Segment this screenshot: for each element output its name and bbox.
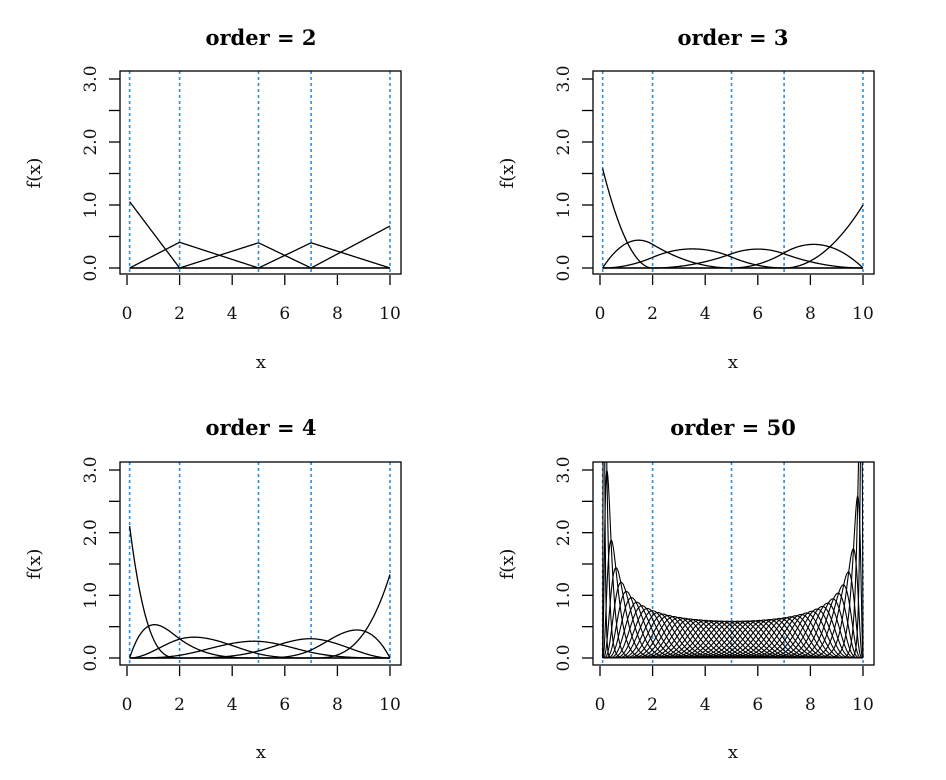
x-axis: 0 2 4 6 8 10: [122, 275, 401, 324]
x-axis-label: x: [256, 352, 266, 373]
knot-lines: [128, 71, 391, 274]
y-tick-label: 2.0: [81, 128, 101, 155]
x-axis: 0 2 4 6 8 10: [122, 666, 401, 715]
y-tick-label: 0.0: [554, 644, 574, 671]
y-axis: 0.0 1.0 2.0 3.0: [81, 456, 120, 672]
x-tick-label: 10: [379, 304, 401, 324]
y-tick-label: 3.0: [554, 456, 574, 483]
plot-frame: [592, 70, 875, 275]
x-tick-label: 10: [852, 304, 874, 324]
panel-order-50: order = 50 0 2 4 6 8 10 0.0 1.0 2.0 3.0 x f(x): [497, 415, 875, 763]
y-tick-label: 0.0: [554, 254, 574, 281]
y-axis: 0.0 1.0 2.0 3.0: [554, 65, 593, 282]
basis-curve: [602, 462, 861, 659]
x-tick-label: 8: [332, 695, 343, 715]
x-tick-label: 8: [805, 695, 816, 715]
x-axis-label: x: [728, 352, 738, 373]
x-tick-label: 4: [700, 695, 711, 715]
x-axis: 0 2 4 6 8 10: [595, 666, 874, 715]
y-tick-label: 1.0: [81, 191, 101, 218]
plot-area: 0 2 4 6 8 10 0.0 1.0 2.0 3.0: [554, 456, 875, 715]
x-tick-label: 8: [332, 304, 343, 324]
basis-curve: [129, 636, 390, 659]
y-tick-label: 2.0: [81, 519, 101, 546]
basis-curve: [128, 525, 390, 659]
y-tick-label: 3.0: [81, 456, 101, 483]
basis-curve: [602, 248, 863, 269]
x-tick-label: 6: [752, 695, 763, 715]
x-tick-label: 10: [379, 695, 401, 715]
basis-curve: [129, 640, 390, 659]
y-tick-label: 1.0: [554, 582, 574, 609]
x-tick-label: 4: [227, 695, 238, 715]
plot-area: 0 2 4 6 8 10 0.0 1.0 2.0 3.0: [554, 65, 875, 324]
y-tick-label: 0.0: [81, 644, 101, 671]
x-tick-label: 2: [647, 695, 658, 715]
panel-title: order = 50: [670, 415, 796, 440]
x-tick-label: 6: [279, 695, 290, 715]
knot-lines: [601, 462, 864, 665]
basis-curve: [129, 201, 390, 269]
basis-curve: [604, 462, 863, 659]
x-axis-label: x: [728, 742, 738, 763]
x-tick-label: 6: [752, 304, 763, 324]
y-tick-label: 0.0: [81, 254, 101, 281]
y-tick-label: 3.0: [81, 65, 101, 92]
panel-title: order = 3: [677, 25, 788, 50]
x-tick-label: 4: [227, 304, 238, 324]
y-tick-label: 3.0: [554, 65, 574, 92]
basis-curve: [129, 225, 391, 269]
y-tick-label: 2.0: [554, 128, 574, 155]
y-tick-label: 2.0: [554, 519, 574, 546]
y-tick-label: 1.0: [554, 191, 574, 218]
x-tick-label: 8: [805, 304, 816, 324]
y-axis-label: f(x): [24, 549, 45, 580]
basis-curves: [129, 201, 391, 269]
basis-curve: [602, 204, 864, 269]
basis-curves: [128, 525, 391, 659]
basis-curve: [129, 574, 391, 659]
plot-frame: [119, 70, 402, 275]
x-tick-label: 0: [595, 695, 606, 715]
panel-order-3: order = 3 0 2 4 6 8 10 0.0 1.0 2.0 3.0 x f(x): [497, 25, 875, 373]
knot-lines: [601, 71, 864, 274]
panel-title: order = 2: [205, 25, 316, 50]
x-tick-label: 0: [122, 695, 133, 715]
panel-order-2: order = 2 0 2 4 6 8 10 0.0 1.0 2.0 3.0 x f(x): [24, 25, 402, 373]
panel-title: order = 4: [205, 415, 316, 440]
x-tick-label: 6: [279, 304, 290, 324]
basis-curves: [602, 462, 864, 659]
y-tick-label: 1.0: [81, 582, 101, 609]
x-tick-label: 10: [852, 695, 874, 715]
plot-area: 0 2 4 6 8 10 0.0 1.0 2.0 3.0: [81, 456, 402, 715]
plot-area: 0 2 4 6 8 10 0.0 1.0 2.0 3.0: [81, 65, 402, 324]
y-axis-label: f(x): [497, 549, 518, 580]
basis-curves: [602, 168, 864, 269]
knot-lines: [128, 462, 391, 665]
x-tick-label: 4: [700, 304, 711, 324]
x-axis-label: x: [256, 742, 266, 763]
plot-frame: [119, 461, 402, 666]
x-tick-label: 2: [174, 304, 185, 324]
panel-order-4: order = 4 0 2 4 6 8 10 0.0 1.0 2.0 3.0 x f(x): [24, 415, 402, 763]
y-axis-label: f(x): [497, 158, 518, 189]
x-tick-label: 0: [595, 304, 606, 324]
x-axis: 0 2 4 6 8 10: [595, 275, 874, 324]
x-tick-label: 2: [647, 304, 658, 324]
x-tick-label: 0: [122, 304, 133, 324]
y-axis-label: f(x): [24, 158, 45, 189]
y-axis: 0.0 1.0 2.0 3.0: [81, 65, 120, 282]
x-tick-label: 2: [174, 695, 185, 715]
y-axis: 0.0 1.0 2.0 3.0: [554, 456, 593, 672]
